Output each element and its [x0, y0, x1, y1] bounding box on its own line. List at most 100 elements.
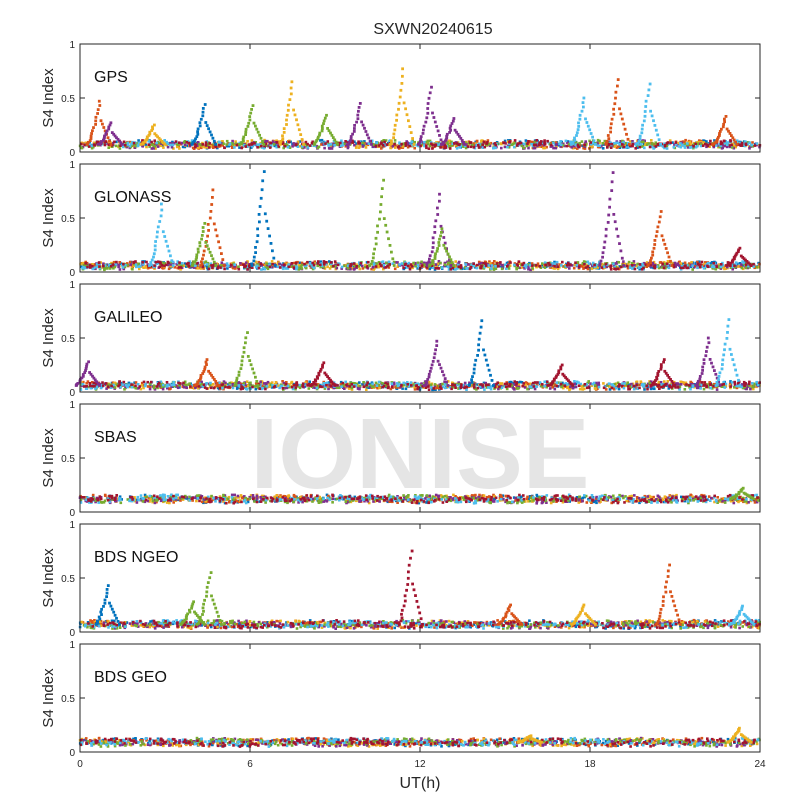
data-point — [553, 266, 557, 270]
peak-point — [330, 133, 334, 137]
data-point — [299, 265, 303, 268]
data-point — [93, 264, 97, 267]
data-point — [652, 147, 655, 150]
data-point — [330, 265, 333, 268]
data-point — [593, 263, 596, 267]
data-point — [649, 263, 652, 266]
data-point — [505, 261, 509, 265]
data-point — [291, 145, 294, 148]
data-point — [160, 263, 164, 267]
data-point — [711, 265, 714, 269]
data-point — [320, 264, 324, 268]
data-point — [692, 266, 696, 269]
data-point — [86, 380, 90, 383]
data-point — [459, 266, 463, 269]
data-point — [676, 262, 680, 265]
panel-background — [80, 164, 760, 272]
data-point — [590, 264, 594, 268]
peak-point — [318, 133, 321, 137]
data-point — [724, 384, 728, 388]
data-point — [485, 143, 488, 147]
data-point — [309, 262, 312, 265]
data-point — [132, 385, 136, 389]
data-point — [201, 143, 205, 146]
data-point — [82, 142, 86, 145]
peak-point — [431, 241, 435, 245]
data-point — [472, 142, 476, 145]
data-point — [639, 142, 643, 146]
data-point — [379, 264, 383, 268]
data-point — [661, 144, 665, 148]
data-point — [613, 382, 617, 386]
data-point — [533, 141, 537, 144]
data-point — [461, 267, 464, 270]
peak-point — [649, 109, 652, 113]
data-point — [189, 141, 192, 145]
data-point — [752, 265, 755, 268]
peak-point — [742, 257, 746, 261]
data-point — [226, 265, 229, 268]
data-point — [619, 144, 623, 148]
data-point — [503, 263, 507, 267]
data-point — [204, 141, 208, 144]
data-point — [132, 141, 136, 145]
data-point — [295, 143, 298, 146]
peak-point — [433, 225, 437, 229]
data-point — [351, 267, 354, 270]
data-point — [290, 262, 294, 265]
data-point — [554, 141, 558, 144]
peak-point — [625, 132, 628, 136]
data-point — [393, 267, 397, 271]
data-point — [694, 145, 698, 149]
data-point — [217, 145, 220, 148]
peak-point — [741, 256, 745, 259]
peak-point — [196, 132, 200, 136]
data-point — [454, 260, 457, 263]
data-point — [689, 382, 693, 386]
data-point — [626, 262, 630, 266]
data-point — [715, 265, 718, 268]
data-point — [320, 138, 324, 142]
data-point — [139, 264, 142, 268]
data-point — [183, 262, 187, 265]
data-point — [401, 263, 404, 267]
data-point — [584, 140, 587, 143]
peak-point — [716, 137, 719, 141]
peak-point — [361, 123, 365, 127]
data-point — [148, 143, 152, 146]
peak-point — [101, 122, 104, 126]
data-point — [533, 146, 537, 150]
y-axis-label: S4 Index — [40, 68, 57, 128]
data-point — [492, 263, 496, 266]
data-point — [726, 141, 729, 144]
data-point — [648, 382, 652, 385]
data-point — [731, 267, 734, 271]
data-point — [583, 264, 587, 267]
data-point — [416, 263, 420, 267]
data-point — [560, 264, 563, 267]
peak-point — [439, 224, 443, 228]
data-point — [255, 264, 259, 268]
data-point — [355, 382, 359, 386]
data-point — [306, 146, 310, 149]
peak-point — [666, 251, 669, 255]
data-point — [550, 262, 554, 265]
data-point — [98, 263, 101, 266]
data-point — [210, 264, 213, 267]
data-point — [103, 143, 107, 147]
data-point — [259, 383, 262, 386]
data-point — [184, 383, 188, 387]
data-point — [296, 260, 299, 264]
peak-point — [610, 180, 614, 184]
peak-point — [730, 134, 733, 137]
peak-point — [585, 121, 589, 124]
peak-point — [349, 137, 353, 141]
data-point — [443, 383, 447, 386]
data-point — [650, 143, 654, 147]
data-point — [405, 266, 409, 269]
data-point — [592, 381, 596, 385]
peak-point — [652, 119, 655, 123]
peak-point — [108, 139, 111, 143]
data-point — [429, 383, 433, 387]
data-point — [196, 141, 199, 145]
